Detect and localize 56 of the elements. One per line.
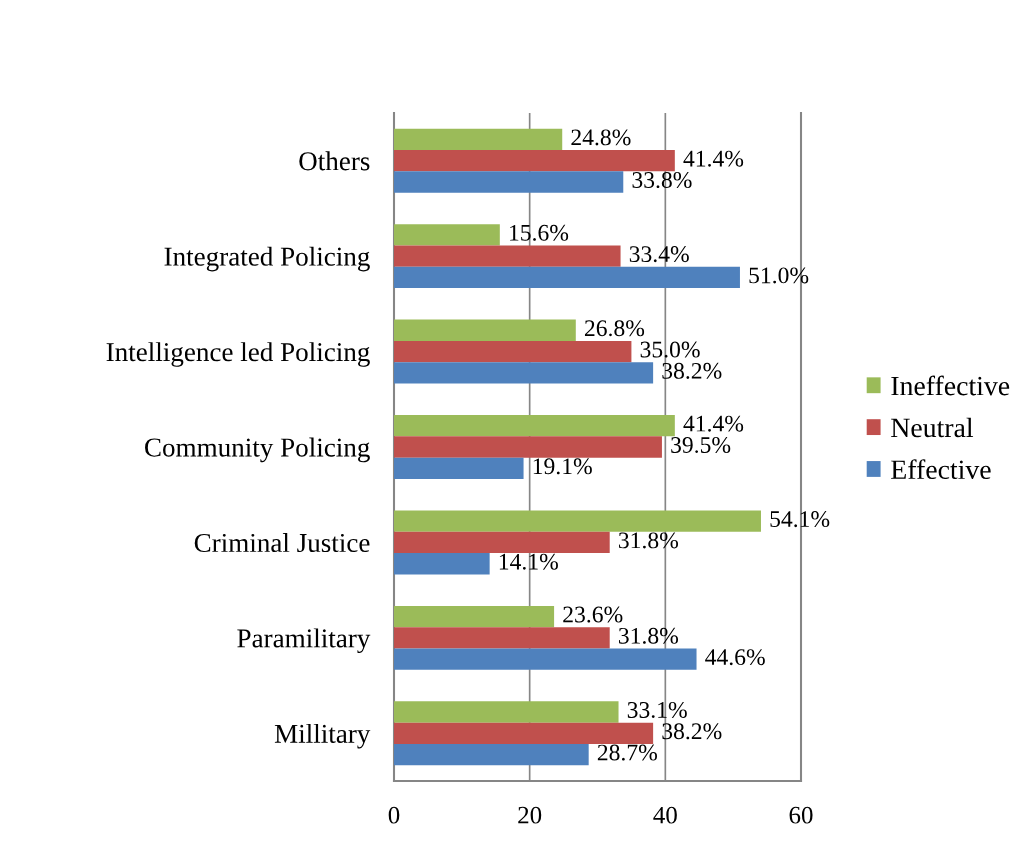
bar bbox=[394, 627, 610, 649]
data-label: 23.6% bbox=[563, 606, 623, 623]
bar bbox=[394, 605, 555, 628]
bar bbox=[394, 531, 610, 554]
data-label: 33.8% bbox=[632, 172, 692, 189]
data-label: 41.4% bbox=[683, 150, 744, 167]
x-tick-label: 20 bbox=[518, 806, 542, 824]
y-tick-label: Paramilitary bbox=[237, 628, 371, 654]
y-tick-label: Millitary bbox=[274, 723, 371, 749]
data-label: 38.2% bbox=[662, 362, 722, 379]
legend-label: Ineffective bbox=[891, 375, 1010, 396]
bar bbox=[394, 319, 576, 341]
bar bbox=[394, 436, 662, 458]
bar bbox=[394, 457, 524, 479]
bar bbox=[394, 266, 740, 289]
legend-label: Effective bbox=[891, 459, 991, 480]
data-label: 15.6% bbox=[510, 224, 569, 241]
bar bbox=[394, 743, 589, 766]
data-label: 19.1% bbox=[533, 458, 592, 475]
bar bbox=[394, 553, 490, 575]
data-label: 31.8% bbox=[618, 532, 679, 549]
bar bbox=[394, 648, 697, 670]
data-label: 31.8% bbox=[618, 627, 679, 644]
data-label: 44.6% bbox=[705, 649, 765, 666]
x-tick-label: 60 bbox=[789, 806, 813, 824]
bar bbox=[394, 171, 624, 193]
data-label: 41.4% bbox=[683, 415, 744, 432]
bar bbox=[394, 340, 632, 363]
data-label: 33.4% bbox=[629, 246, 689, 263]
bar bbox=[394, 415, 675, 437]
y-tick-label: Others bbox=[299, 151, 370, 171]
legend-label: Neutral bbox=[891, 417, 974, 438]
data-label: 54.1% bbox=[770, 511, 830, 528]
bar bbox=[394, 245, 621, 267]
data-label: 38.2% bbox=[662, 723, 722, 740]
bar bbox=[394, 128, 563, 151]
bar bbox=[394, 362, 654, 384]
bar bbox=[394, 150, 675, 172]
y-tick-label: Criminal Justice bbox=[194, 533, 370, 553]
x-tick-label: 40 bbox=[653, 806, 677, 824]
data-label: 26.8% bbox=[584, 320, 645, 337]
data-label: 35.0% bbox=[640, 341, 700, 358]
y-tick-label: Community Policing bbox=[145, 437, 370, 463]
bar bbox=[394, 224, 500, 246]
data-label: 24.8% bbox=[571, 129, 631, 146]
y-tick-label: Integrated Policing bbox=[164, 246, 370, 272]
data-label: 33.1% bbox=[627, 701, 687, 718]
data-label: 14.1% bbox=[499, 553, 558, 570]
bar bbox=[394, 722, 654, 744]
y-tick-label: Intelligence led Policing bbox=[106, 342, 370, 367]
bar bbox=[394, 510, 761, 532]
x-tick-label: 0 bbox=[388, 806, 400, 824]
bar bbox=[394, 701, 619, 723]
data-label: 51.0% bbox=[749, 267, 809, 284]
data-label: 39.5% bbox=[671, 436, 731, 454]
data-label: 28.7% bbox=[597, 744, 657, 761]
